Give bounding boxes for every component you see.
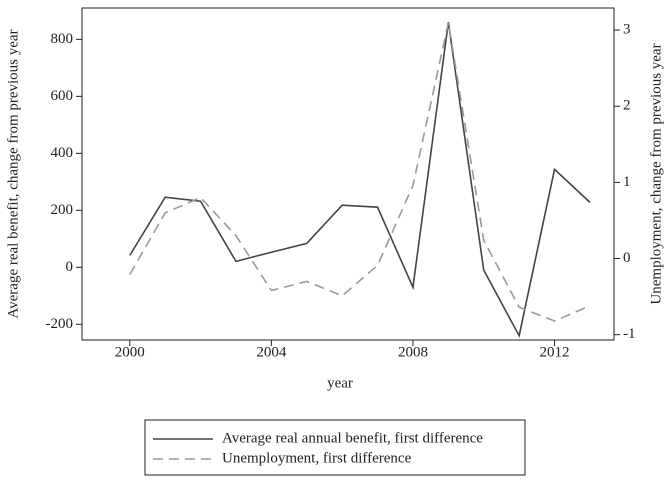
series-line <box>129 22 591 339</box>
series-line <box>129 22 591 322</box>
y-tick-label: 200 <box>51 202 74 218</box>
legend-label: Unemployment, first difference <box>222 450 412 466</box>
y-tick-label: 400 <box>51 145 74 161</box>
y-axis-label: Average real benefit, change from previo… <box>5 29 21 318</box>
y-tick-label: 0 <box>66 259 74 275</box>
x-tick-label: 2008 <box>398 344 428 360</box>
x-axis-label: year <box>327 375 353 391</box>
y-tick-label: -200 <box>46 316 74 332</box>
y-tick-label: 600 <box>51 88 74 104</box>
y2-tick-label: -1 <box>623 326 636 342</box>
y2-tick-label: 1 <box>623 174 631 190</box>
x-tick-label: 2000 <box>115 344 145 360</box>
x-tick-label: 2012 <box>540 344 570 360</box>
x-tick-label: 2004 <box>256 344 287 360</box>
legend-box <box>144 419 526 476</box>
y2-tick-label: 0 <box>623 250 631 266</box>
y-tick-label: 800 <box>51 31 74 47</box>
legend-label: Average real annual benefit, first diffe… <box>222 430 483 446</box>
y2-axis-label: Unemployment, change from previous year <box>648 43 664 304</box>
plot-frame <box>81 7 615 341</box>
y2-tick-label: 2 <box>623 98 631 114</box>
y2-tick-label: 3 <box>623 22 631 38</box>
